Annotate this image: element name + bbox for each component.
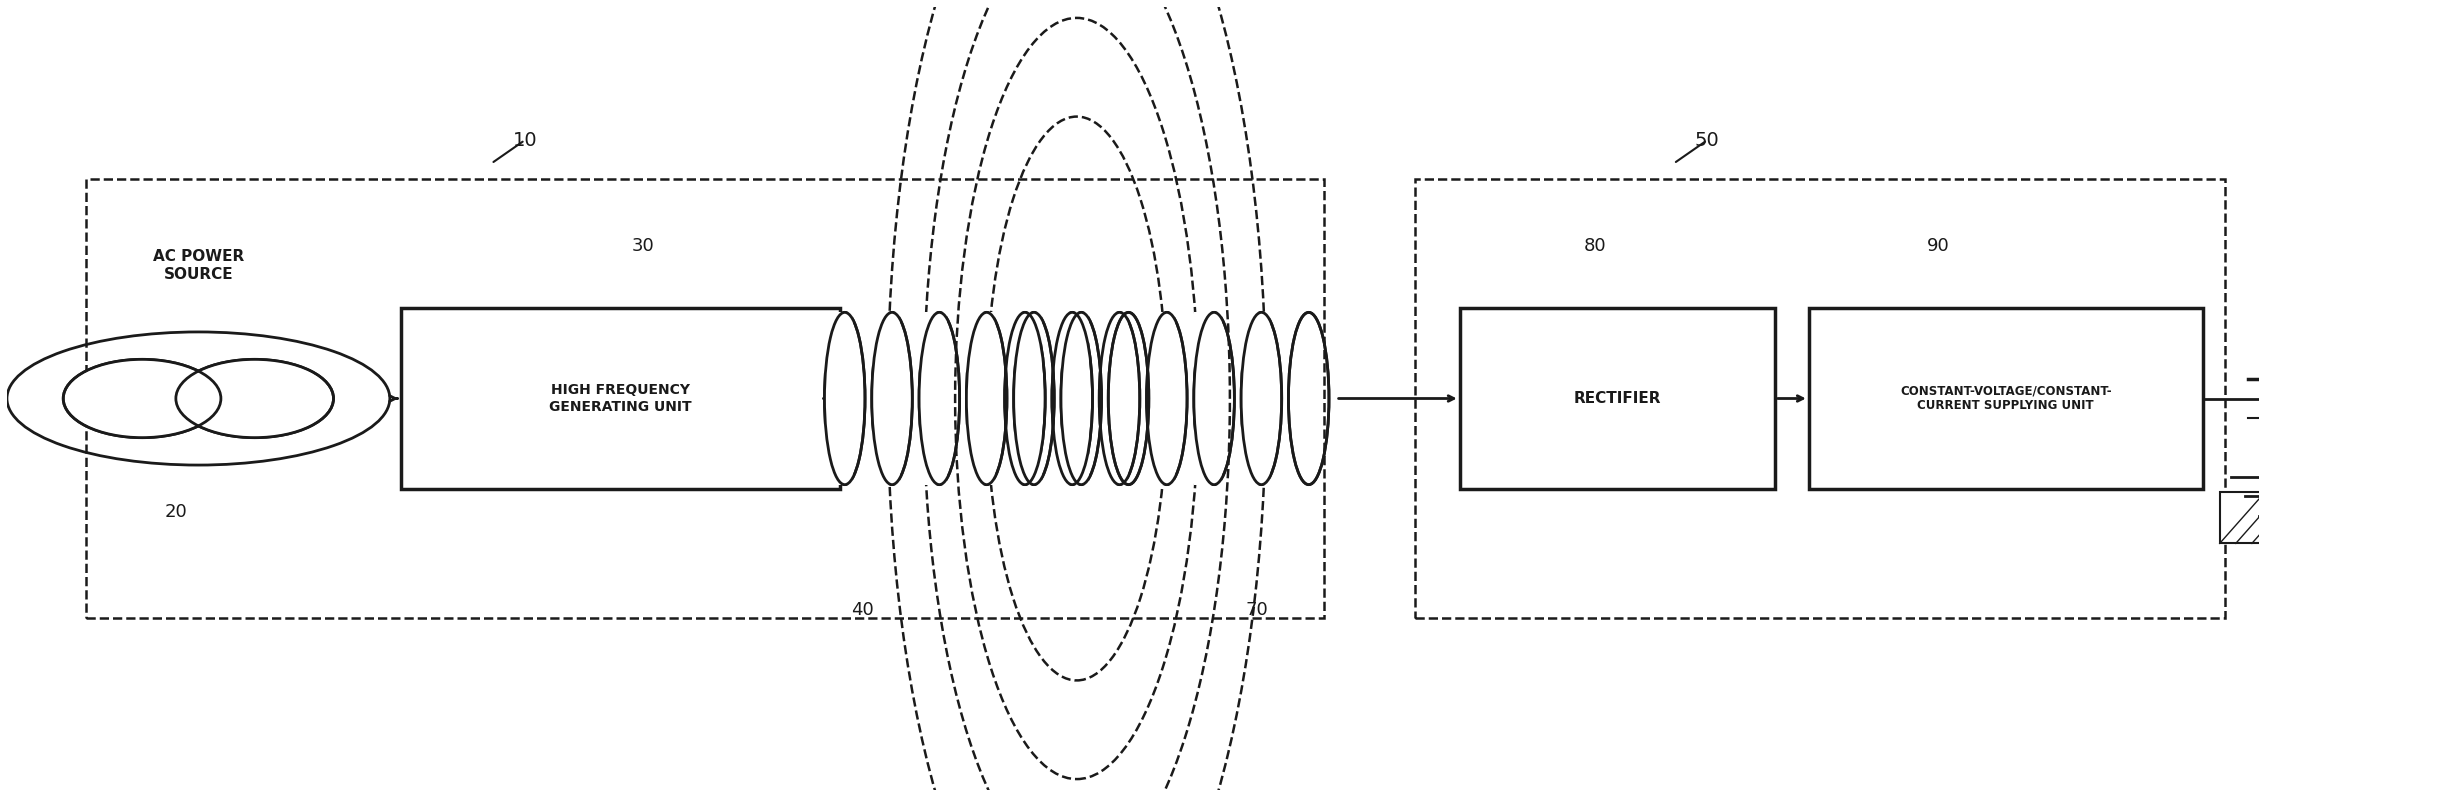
Text: 10: 10 — [512, 131, 536, 150]
Text: AC POWER
SOURCE: AC POWER SOURCE — [154, 249, 244, 281]
Bar — [1241, 312, 1270, 485]
Text: 70: 70 — [1246, 601, 1268, 619]
Text: 50: 50 — [1694, 131, 1719, 150]
Text: CONSTANT-VOLTAGE/CONSTANT-
CURRENT SUPPLYING UNIT: CONSTANT-VOLTAGE/CONSTANT- CURRENT SUPPL… — [1899, 384, 2111, 413]
Text: 90: 90 — [1926, 237, 1950, 255]
Bar — [1004, 312, 1034, 485]
Bar — [1809, 308, 2204, 489]
Bar — [1051, 312, 1080, 485]
Bar — [1146, 312, 1175, 485]
Text: 80: 80 — [1582, 237, 1607, 255]
Bar — [2219, 493, 2333, 544]
Bar — [1100, 312, 1129, 485]
Ellipse shape — [178, 360, 332, 437]
Bar — [1014, 312, 1041, 485]
Bar — [965, 312, 995, 485]
Bar — [919, 312, 948, 485]
Ellipse shape — [66, 360, 219, 437]
Text: 30: 30 — [631, 237, 653, 255]
Bar — [824, 312, 853, 485]
Text: RECTIFIER: RECTIFIER — [1573, 391, 1660, 406]
Bar — [402, 308, 841, 489]
Bar — [1414, 179, 2226, 618]
Bar — [85, 179, 1324, 618]
Bar — [873, 312, 900, 485]
Text: 20: 20 — [163, 503, 188, 521]
Text: 40: 40 — [851, 601, 875, 619]
Bar — [1061, 312, 1090, 485]
Bar — [1195, 312, 1221, 485]
Bar — [1460, 308, 1775, 489]
Text: HIGH FREQUENCY
GENERATING UNIT: HIGH FREQUENCY GENERATING UNIT — [549, 383, 692, 414]
